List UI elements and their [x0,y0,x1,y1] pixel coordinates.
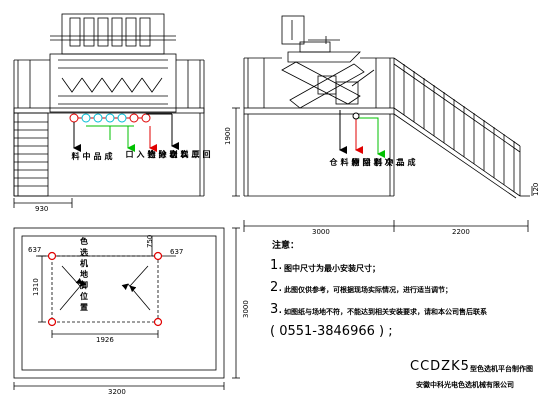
side-platform-deck [243,107,395,115]
right-outlet-label-3: 成品中料 [374,158,416,166]
right-outlet-label-2: 二次剔除物 [351,158,404,166]
note-1-num: 1. [270,258,283,273]
footer-model: CCDZK5 [410,359,470,374]
dim-750: 750 [146,234,154,248]
left-outlet-label-2: 二次分选入口 [125,150,189,158]
note-2-num: 2. [270,280,283,295]
left-outlet-label-3: 二次剔除物 [147,150,200,158]
side-elevation [232,15,533,232]
footer-title: 型色选机平台制作图 [470,365,533,373]
dim-3200: 3200 [108,388,126,396]
dim-1310: 1310 [32,278,40,296]
sorter-main-body [49,53,177,113]
note-2-text: 此图仅供参考，可根据现场实际情况，进行适当调节； [284,286,452,294]
plan-feet [47,251,163,327]
side-outlets [339,110,385,158]
dim-120: 120 [532,182,540,196]
dim-1926: 1926 [96,336,114,344]
notes-heading: 注意： [272,241,300,251]
sorter-side-view [281,15,375,109]
plan-view [13,227,240,390]
dim-1900: 1900 [224,127,232,145]
note-1-text: 图中尺寸为最小安装尺寸； [284,264,380,273]
plan-title: 色选机地脚位置 [80,237,88,312]
right-outlet-label-1: 回原料仓 [329,158,371,166]
dim-637-right: 637 [170,248,184,256]
left-outlet-label-1: 成品中料 [71,152,113,160]
dim-3000-plan: 3000 [242,300,250,318]
front-stairs [13,112,49,197]
side-stairs [393,57,530,199]
plan-outline [13,227,225,379]
front-outlets [69,113,179,152]
left-outlet-label-4: 回原料仓 [169,150,211,158]
note-3-num: 3. [270,302,283,317]
footer-company: 安徽中科光电色选机械有限公司 [416,381,514,389]
front-elevation [13,13,205,208]
dim-637-left: 637 [28,246,42,254]
dim-930: 930 [35,205,49,213]
sorter-top-body [61,13,165,55]
dim-3000-side: 3000 [312,228,330,236]
dim-2200: 2200 [452,228,470,236]
phone-number: ( 0551-3846966 ) ; [270,324,393,339]
note-3-text: 如图纸与场地不符，不能达到相关安装要求，请和本公司售后联系 [284,308,487,316]
